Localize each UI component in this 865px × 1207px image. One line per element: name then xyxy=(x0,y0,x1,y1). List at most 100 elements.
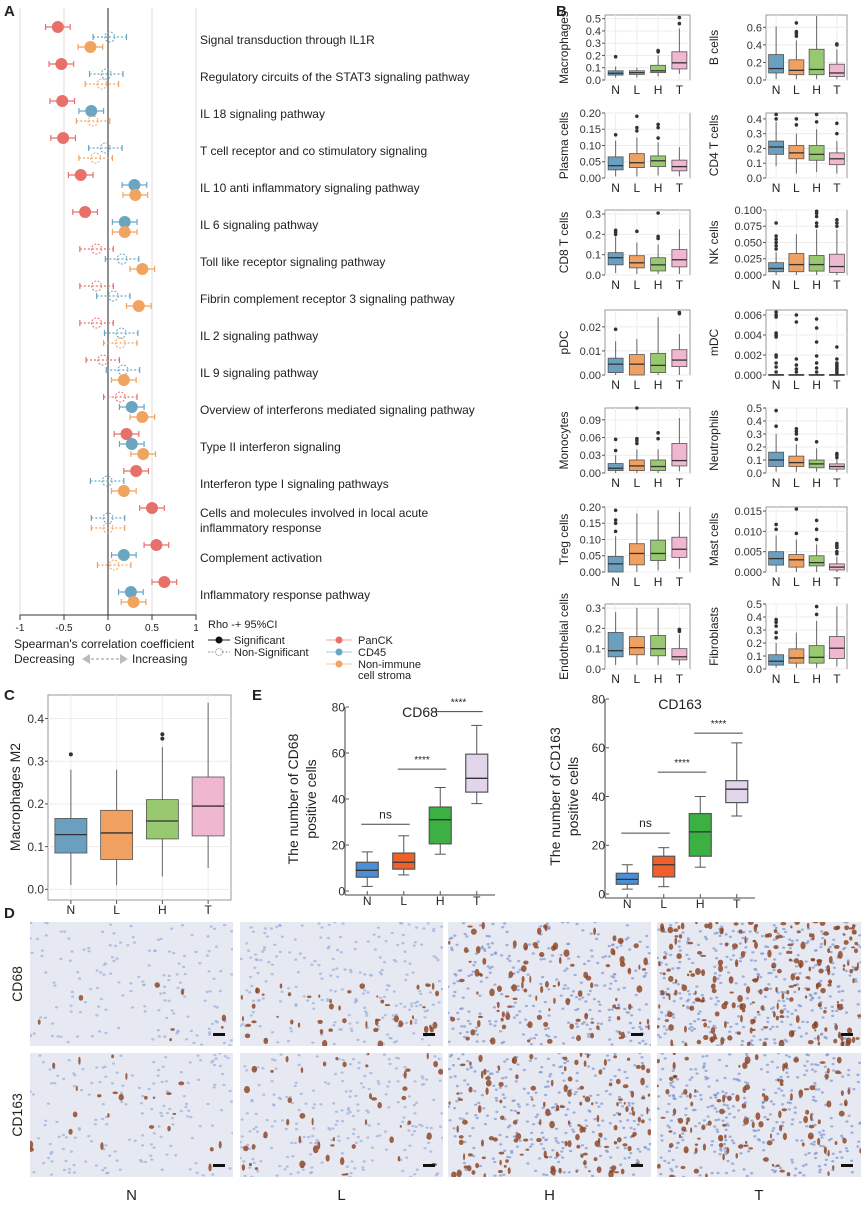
stained-cell xyxy=(335,1056,339,1061)
nucleus xyxy=(563,1061,567,1065)
outlier-point xyxy=(613,521,618,526)
panel-label-c: C xyxy=(4,687,15,704)
point-stroma xyxy=(136,411,149,423)
nucleus xyxy=(394,1013,398,1016)
nucleus xyxy=(437,1057,441,1061)
stained-cell xyxy=(722,1123,727,1127)
nucleus xyxy=(679,1095,683,1098)
nucleus xyxy=(307,1135,311,1139)
stained-cell xyxy=(569,1023,575,1030)
stained-cell xyxy=(501,1011,505,1018)
nucleus xyxy=(625,1076,629,1080)
stained-cell xyxy=(402,1086,408,1091)
stained-cell xyxy=(583,1159,587,1166)
nucleus xyxy=(753,1129,758,1133)
nucleus xyxy=(473,1089,477,1093)
nucleus xyxy=(621,1105,625,1108)
stained-cell xyxy=(778,1039,785,1046)
point-panck xyxy=(55,58,68,70)
nucleus xyxy=(791,1118,795,1121)
nucleus xyxy=(493,983,497,986)
stained-cell xyxy=(299,1113,306,1119)
nucleus xyxy=(352,1127,356,1131)
stained-cell xyxy=(752,1018,756,1024)
point-cd45 xyxy=(115,327,127,339)
nucleus xyxy=(813,1156,818,1160)
nucleus xyxy=(568,1124,572,1128)
stained-cell xyxy=(467,1153,473,1157)
legend-series-label: PanCK xyxy=(358,635,394,647)
nucleus xyxy=(165,1153,169,1156)
nucleus xyxy=(249,1014,253,1017)
nucleus xyxy=(332,1042,336,1046)
nucleus xyxy=(704,937,709,941)
nucleus xyxy=(666,1124,670,1127)
nucleus xyxy=(515,1145,519,1148)
stained-cell xyxy=(781,992,785,1000)
nucleus xyxy=(734,982,738,985)
nucleus xyxy=(858,945,861,949)
stained-cell xyxy=(448,1101,451,1105)
nucleus xyxy=(461,1053,465,1056)
nucleus xyxy=(610,975,614,978)
nucleus xyxy=(512,1135,516,1138)
stained-cell xyxy=(623,1101,626,1105)
nucleus xyxy=(425,1009,430,1012)
nucleus xyxy=(610,943,615,947)
stained-cell xyxy=(579,1053,583,1058)
stained-cell xyxy=(311,1117,314,1126)
x-category-label: L xyxy=(634,378,641,392)
y-tick-label: 0.2 xyxy=(586,50,601,62)
stained-cell xyxy=(384,1004,391,1007)
nucleus xyxy=(678,960,682,964)
nucleus xyxy=(186,1115,190,1118)
stained-cell xyxy=(681,1126,687,1132)
nucleus xyxy=(588,1027,592,1031)
nucleus xyxy=(803,1064,807,1068)
y-tick-label: 0.025 xyxy=(734,254,762,266)
point-stroma xyxy=(102,522,114,534)
nucleus xyxy=(701,1066,706,1069)
nucleus xyxy=(384,1093,388,1096)
nucleus xyxy=(562,1171,566,1174)
nucleus xyxy=(846,959,850,962)
nucleus xyxy=(367,1087,371,1091)
nucleus xyxy=(311,1089,316,1092)
stained-cell xyxy=(638,964,641,970)
stained-cell xyxy=(251,1065,258,1073)
stained-cell xyxy=(680,922,685,930)
x-category-label: N xyxy=(611,181,620,195)
stained-cell xyxy=(590,1102,594,1106)
stained-cell xyxy=(747,922,754,926)
stained-cell xyxy=(666,992,670,996)
nucleus xyxy=(716,1091,720,1095)
nucleus xyxy=(562,1079,566,1082)
nucleus xyxy=(160,1080,164,1084)
stained-cell xyxy=(499,1159,502,1166)
stained-cell xyxy=(481,922,486,930)
nucleus xyxy=(258,1024,262,1028)
nucleus xyxy=(87,1093,91,1096)
nucleus xyxy=(396,1057,401,1060)
y-tick-label: 0.06 xyxy=(580,433,601,445)
nucleus xyxy=(195,1034,199,1037)
box-L xyxy=(788,455,805,467)
stained-cell xyxy=(731,1002,736,1009)
outlier-point xyxy=(635,441,639,446)
nucleus xyxy=(613,1075,617,1078)
nucleus xyxy=(805,1069,809,1072)
point-panck xyxy=(51,21,64,33)
nucleus xyxy=(512,1099,516,1102)
stained-cell xyxy=(431,982,435,990)
nucleus xyxy=(538,1010,542,1013)
nucleus xyxy=(843,922,847,924)
nucleus xyxy=(809,994,813,997)
nucleus xyxy=(767,971,771,975)
y-tick-label: 0.00 xyxy=(580,370,601,382)
nucleus xyxy=(817,1088,821,1091)
nucleus xyxy=(711,1104,715,1107)
nucleus xyxy=(215,1006,220,1009)
nucleus xyxy=(485,976,489,979)
x-category-label: L xyxy=(793,575,800,589)
nucleus xyxy=(831,1062,835,1066)
